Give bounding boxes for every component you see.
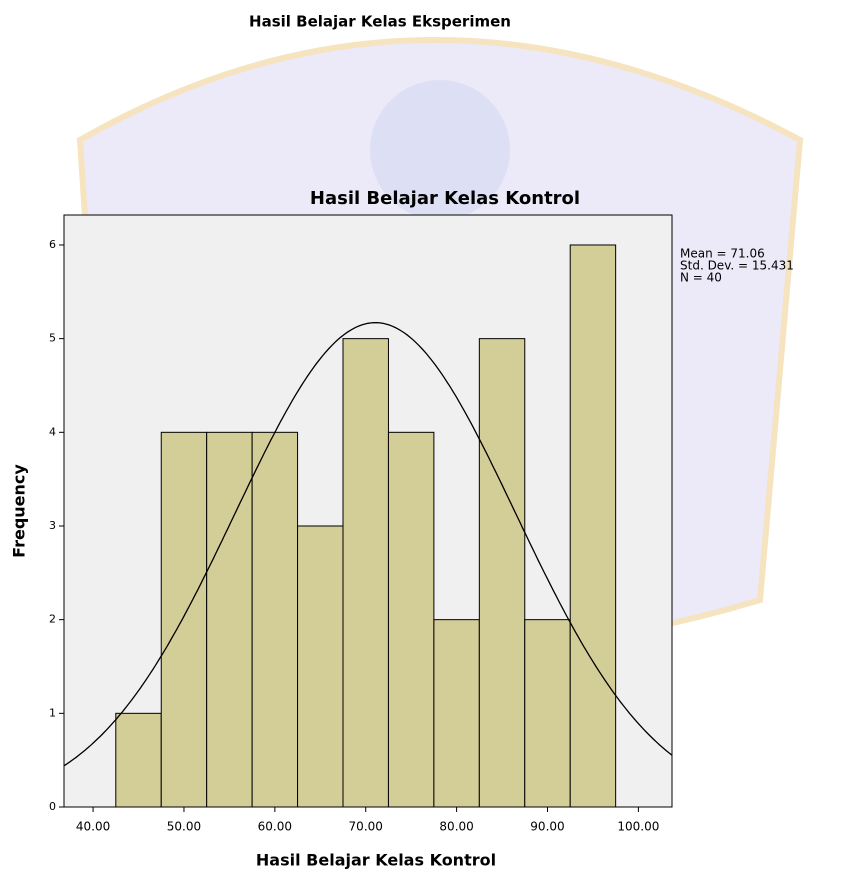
- y-tick-label: 6: [49, 238, 56, 251]
- bar: [161, 432, 206, 807]
- x-tick-label: 50.00: [167, 820, 201, 834]
- chart: Hasil Belajar Kelas Eksperimen Hasil Bel…: [0, 0, 865, 877]
- y-tick-label: 1: [49, 706, 56, 719]
- x-tick-label: 70.00: [349, 820, 383, 834]
- x-axis-label: Hasil Belajar Kelas Kontrol: [256, 851, 496, 870]
- y-tick-label: 2: [49, 613, 56, 626]
- x-tick-label: 60.00: [258, 820, 292, 834]
- bar: [207, 432, 252, 807]
- y-tick-label: 0: [49, 800, 56, 813]
- y-axis-label: Frequency: [10, 464, 29, 558]
- bar: [525, 620, 570, 807]
- bar: [479, 339, 524, 807]
- x-tick-label: 90.00: [530, 820, 564, 834]
- y-tick-label: 3: [49, 519, 56, 532]
- bar: [343, 339, 388, 807]
- bar: [116, 713, 161, 807]
- heading: Hasil Belajar Kelas Eksperimen: [249, 13, 511, 31]
- bar: [570, 245, 615, 807]
- x-tick-label: 80.00: [439, 820, 473, 834]
- y-tick-label: 5: [49, 332, 56, 345]
- bar: [252, 432, 297, 807]
- stat-label: N = 40: [680, 271, 722, 285]
- x-tick-label: 40.00: [76, 820, 110, 834]
- bar: [388, 432, 433, 807]
- y-tick-label: 4: [49, 425, 56, 438]
- bar: [298, 526, 343, 807]
- x-tick-label: 100.00: [617, 820, 659, 834]
- chart-title: Hasil Belajar Kelas Kontrol: [310, 188, 580, 209]
- bar: [434, 620, 479, 807]
